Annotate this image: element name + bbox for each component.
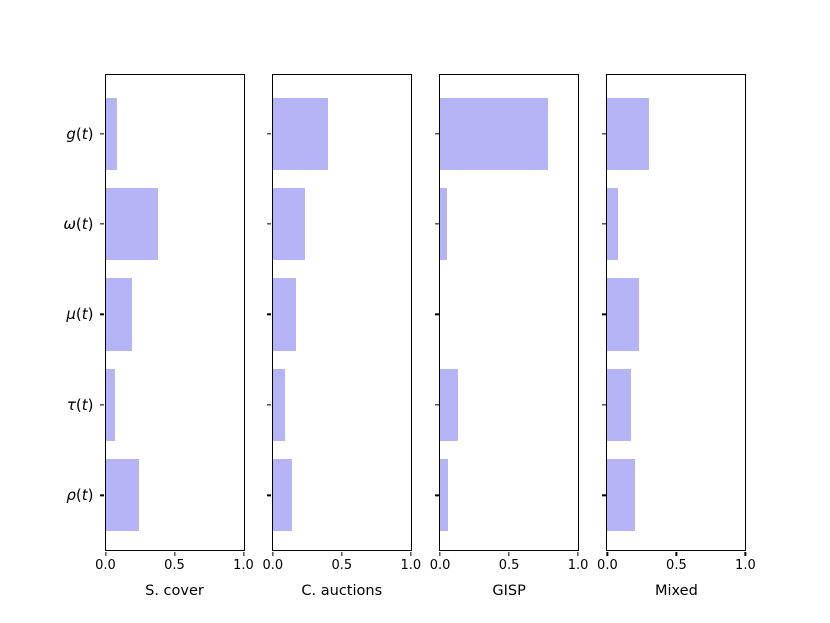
x-tick-mark bbox=[439, 551, 441, 556]
bar-mixed-3 bbox=[607, 368, 631, 442]
y-tick-mark bbox=[601, 404, 607, 406]
bar-gisp-0 bbox=[440, 97, 548, 170]
bar-gisp-3 bbox=[440, 368, 459, 442]
y-tick-mark bbox=[601, 223, 607, 225]
bar-c-auctions-1 bbox=[272, 187, 305, 261]
y-tick-mark bbox=[601, 133, 607, 135]
x-tick-mark bbox=[341, 551, 343, 556]
x-tick-mark bbox=[675, 551, 678, 556]
x-tick-label: 0.0 bbox=[597, 558, 618, 573]
x-tick-mark bbox=[104, 551, 107, 556]
x-tick-mark bbox=[242, 551, 245, 556]
bar-s-cover-3 bbox=[105, 368, 116, 442]
y-tick-mark bbox=[100, 313, 105, 316]
y-tick-mark bbox=[100, 404, 105, 406]
x-tick-mark bbox=[410, 551, 412, 556]
bar-s-cover-4 bbox=[105, 458, 139, 532]
subplot-mixed: 0.0 0.5 1.0 Mixed bbox=[597, 74, 756, 599]
y-tick-mark bbox=[434, 494, 439, 496]
y-tick-mark bbox=[434, 223, 439, 225]
y-tick-mark bbox=[267, 404, 272, 406]
x-tick-label: 0.0 bbox=[95, 558, 116, 573]
x-tick-mark bbox=[744, 551, 747, 556]
subplot-c-auctions: 0.0 0.5 1.0 C. auctions bbox=[262, 74, 421, 599]
y-category-label-0: g(t) bbox=[66, 124, 94, 143]
bar-mixed-0 bbox=[607, 97, 649, 170]
x-tick-mark bbox=[173, 551, 176, 556]
x-tick-label: 1.0 bbox=[233, 558, 254, 573]
y-tick-mark bbox=[100, 494, 105, 496]
x-tick-label: 0.5 bbox=[498, 558, 520, 573]
axis-label-gisp: GISP bbox=[492, 583, 526, 599]
bar-c-auctions-4 bbox=[272, 458, 293, 532]
x-tick-mark bbox=[508, 551, 510, 556]
subplot-s-cover: 0.0 0.5 1.0 S. cover g(t) ω(t) μ(t) τ(t) ρ(t) bbox=[63, 74, 254, 599]
y-category-label-4: ρ(t) bbox=[66, 486, 94, 505]
y-tick-mark bbox=[267, 494, 272, 496]
x-tick-label: 1.0 bbox=[567, 558, 589, 573]
bar-c-auctions-2 bbox=[272, 278, 297, 351]
bar-mixed-2 bbox=[607, 278, 640, 351]
bar-c-auctions-0 bbox=[272, 97, 328, 170]
axis-label-s-cover: S. cover bbox=[145, 583, 204, 599]
axis-label-mixed: Mixed bbox=[654, 583, 698, 599]
y-category-label-2: μ(t) bbox=[66, 305, 94, 324]
x-tick-label: 0.5 bbox=[666, 558, 687, 573]
y-tick-mark bbox=[100, 133, 105, 135]
bar-gisp-1 bbox=[440, 187, 447, 261]
x-tick-label: 0.5 bbox=[331, 558, 353, 573]
bar-mixed-4 bbox=[607, 458, 635, 532]
y-category-label-3: τ(t) bbox=[66, 395, 94, 414]
bar-s-cover-1 bbox=[105, 187, 158, 261]
x-tick-label: 0.0 bbox=[262, 558, 284, 573]
x-tick-mark bbox=[272, 551, 274, 556]
x-tick-mark bbox=[577, 551, 579, 556]
y-tick-mark bbox=[434, 404, 439, 406]
subplot-gisp: 0.0 0.5 1.0 GISP bbox=[430, 74, 588, 599]
y-tick-mark bbox=[601, 494, 607, 496]
x-tick-label: 0.0 bbox=[429, 558, 451, 573]
y-tick-mark bbox=[267, 223, 272, 225]
y-tick-mark bbox=[267, 133, 272, 135]
y-tick-mark bbox=[434, 313, 439, 316]
y-tick-mark bbox=[100, 223, 105, 225]
bar-gisp-4 bbox=[440, 458, 449, 532]
x-tick-mark bbox=[606, 551, 609, 556]
bar-s-cover-0 bbox=[105, 97, 117, 170]
bar-mixed-1 bbox=[607, 187, 619, 261]
y-tick-mark bbox=[267, 313, 272, 316]
bar-s-cover-2 bbox=[105, 278, 132, 351]
y-tick-mark bbox=[601, 313, 607, 316]
bar-c-auctions-3 bbox=[272, 368, 286, 442]
x-tick-label: 1.0 bbox=[735, 558, 756, 573]
axis-label-c-auctions: C. auctions bbox=[301, 583, 383, 599]
y-tick-mark bbox=[434, 133, 439, 135]
x-tick-label: 0.5 bbox=[164, 558, 185, 573]
y-category-label-1: ω(t) bbox=[63, 215, 94, 234]
x-tick-label: 1.0 bbox=[400, 558, 422, 573]
